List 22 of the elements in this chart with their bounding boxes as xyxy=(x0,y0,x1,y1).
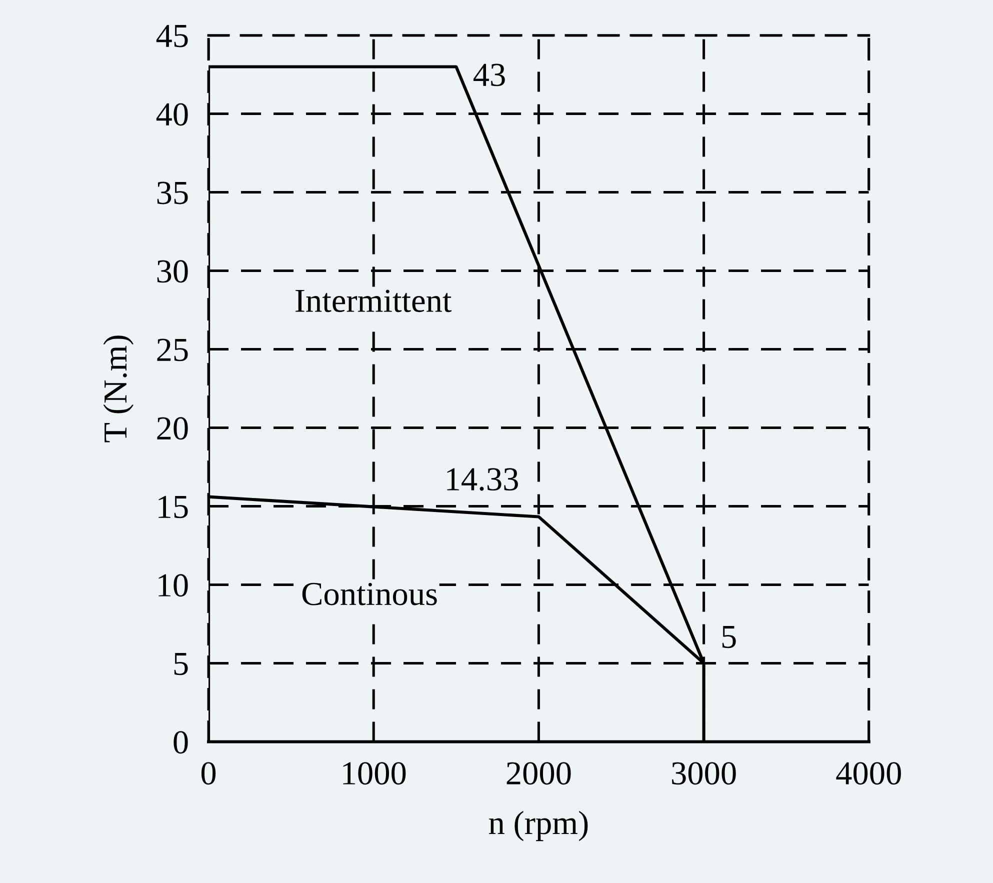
annotation: 5 xyxy=(722,626,736,648)
annotation: 43 xyxy=(473,64,505,86)
x-tick-label: 3000 xyxy=(672,762,736,785)
x-axis-title: n (rpm) xyxy=(489,810,588,842)
y-tick-label: 35 xyxy=(157,182,188,204)
x-tick-label: 4000 xyxy=(836,762,901,785)
y-tick-label: 0 xyxy=(174,731,188,754)
x-tick-label: 0 xyxy=(201,762,216,785)
y-tick-label: 20 xyxy=(157,417,188,440)
annotation: Continous xyxy=(302,582,437,606)
x-tick-label: 1000 xyxy=(343,762,406,785)
y-tick-label: 5 xyxy=(174,652,188,676)
y-tick-label: 25 xyxy=(157,338,188,362)
x-tick-label: 2000 xyxy=(506,762,571,785)
y-axis-title: T (N.m) xyxy=(103,336,134,442)
y-tick-label: 45 xyxy=(156,24,188,48)
y-tick-label: 15 xyxy=(158,496,188,518)
annotation: 14.33 xyxy=(447,468,518,491)
annotation: Intermittent xyxy=(296,290,452,312)
y-tick-label: 40 xyxy=(156,103,188,126)
y-tick-label: 10 xyxy=(158,574,188,597)
y-tick-label: 30 xyxy=(157,260,188,283)
